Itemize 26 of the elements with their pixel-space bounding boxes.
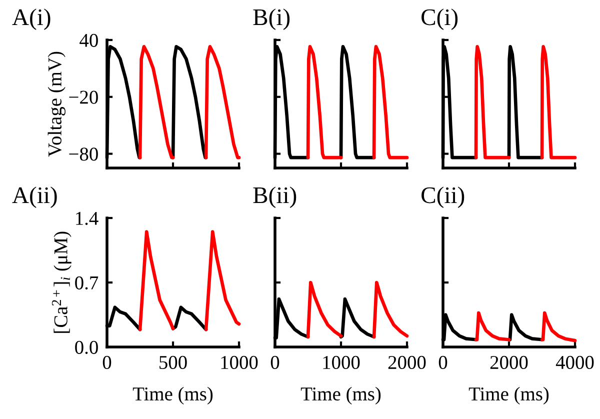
x-axis-title: Time (ms) — [300, 386, 381, 404]
y-tick-label: −80 — [69, 148, 98, 161]
y-tick-label: 40 — [80, 34, 98, 47]
x-tick-label: 0 — [438, 356, 448, 370]
x-tick-label: 1000 — [221, 356, 258, 370]
y-tick-label: −20 — [69, 90, 98, 104]
chart-title: C(ii) — [422, 186, 464, 208]
x-axis-title: Time (ms) — [468, 386, 549, 404]
x-tick-label: 2000 — [490, 356, 528, 370]
y-axis-title: [Ca$^{2+}$]$_{i}$ (μM) — [52, 232, 72, 333]
x-tick-label: 4000 — [556, 356, 594, 370]
y-tick-label: 1.4 — [76, 212, 98, 226]
y-tick-label: 0.0 — [75, 340, 98, 354]
chart-title: C(i) — [422, 8, 458, 30]
x-tick-label: 2000 — [388, 356, 426, 370]
x-tick-label: 0 — [102, 356, 112, 370]
x-axis-title: Time (ms) — [132, 386, 213, 404]
chart-title: B(ii) — [253, 186, 296, 208]
x-tick-label: 0 — [270, 356, 280, 370]
chart-title: A(i) — [12, 8, 50, 30]
x-tick-label: 1000 — [323, 356, 360, 370]
chart-title: A(ii) — [12, 186, 57, 208]
y-axis-title: Voltage (mV) — [48, 52, 66, 157]
x-tick-label: 500 — [160, 356, 187, 370]
y-tick-label: 0.7 — [75, 276, 98, 290]
chart-title: B(i) — [253, 8, 290, 30]
